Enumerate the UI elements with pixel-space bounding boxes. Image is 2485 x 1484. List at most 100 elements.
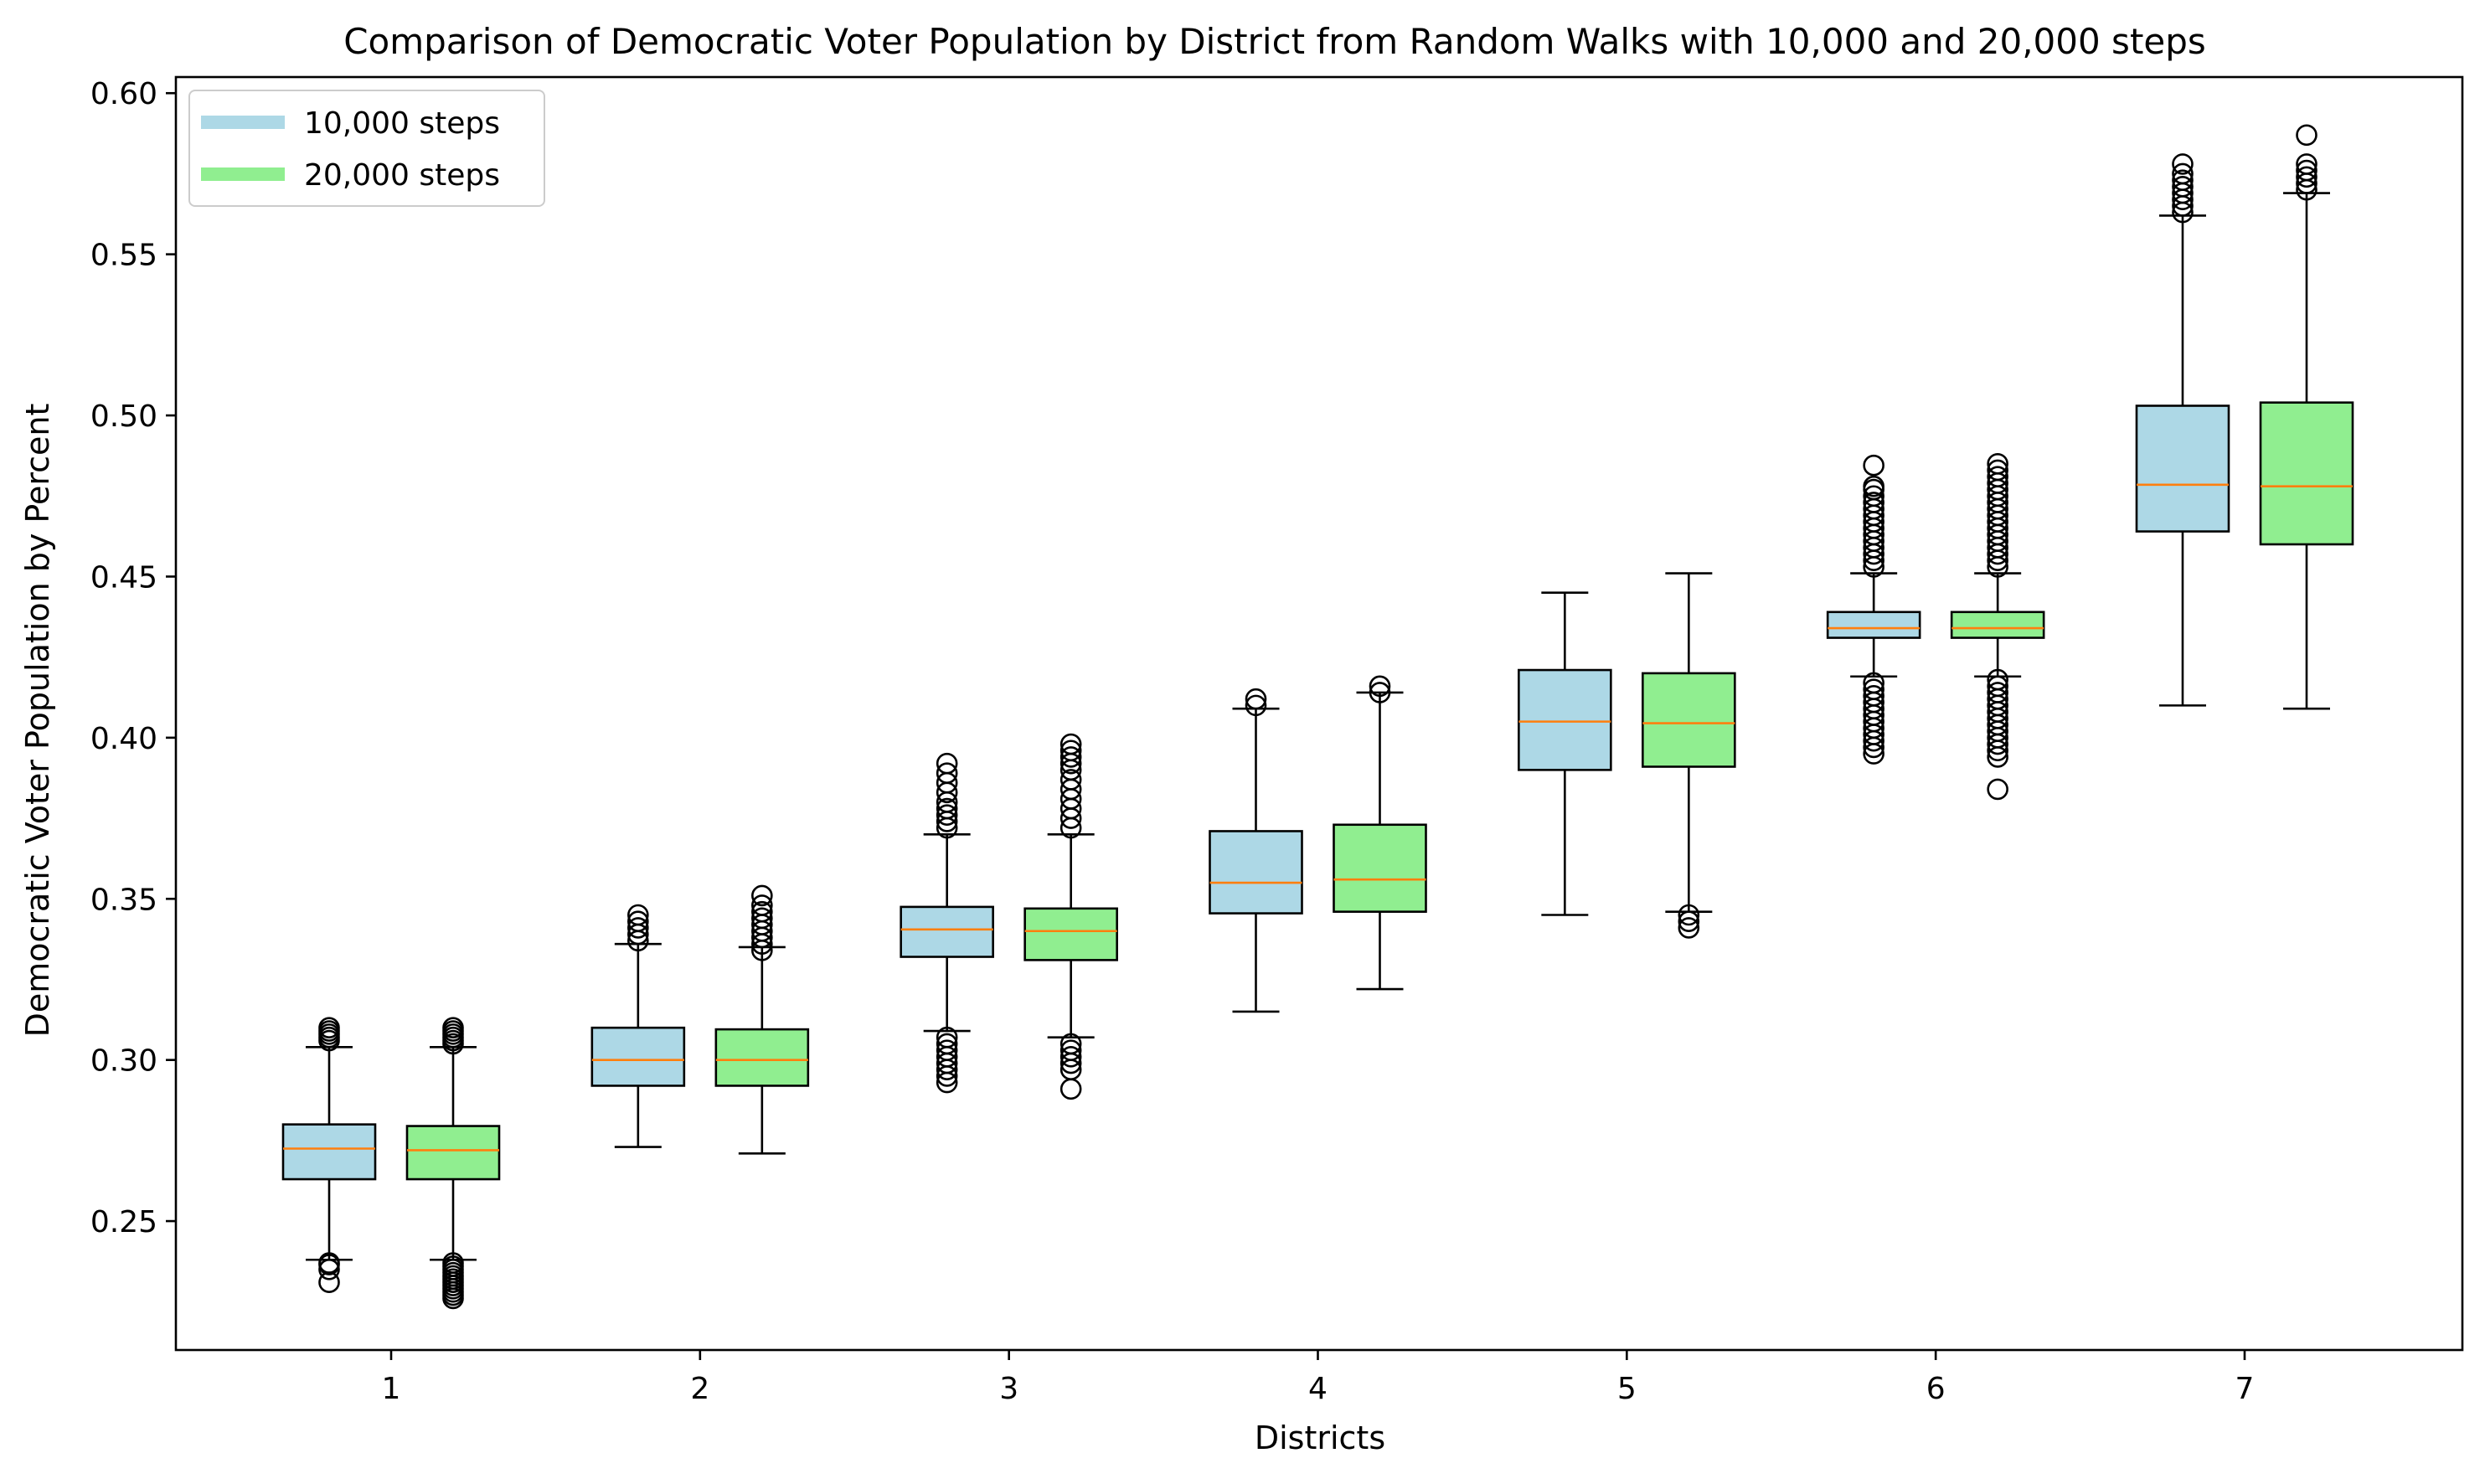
- y-axis-label: Democratic Voter Population by Percent: [19, 404, 56, 1038]
- outlier-point: [936, 797, 958, 820]
- outlier-point: [1678, 910, 1700, 933]
- outlier-point: [1987, 675, 2008, 698]
- x-tick-label: 2: [690, 1372, 709, 1406]
- box-group: [281, 1017, 377, 1293]
- outlier-point: [1987, 682, 2008, 703]
- y-tick-label: 0.40: [90, 722, 157, 756]
- y-tick-label: 0.25: [90, 1205, 157, 1239]
- box-group: [2135, 153, 2230, 707]
- box-group: [1826, 454, 1921, 765]
- plot-area: 0.25 0.30 0.35 0.40 0.45 0.50 0.55 0.60 1 2 3 4 5 6 7 1…: [90, 75, 2464, 1406]
- outlier-point: [318, 1017, 340, 1038]
- plot-frame: [174, 75, 2464, 1352]
- outlier-point: [2172, 176, 2194, 198]
- outlier-point: [936, 804, 958, 827]
- box-group: [2259, 124, 2354, 710]
- box-group: [590, 904, 686, 1148]
- x-tick-label: 6: [1926, 1372, 1946, 1406]
- outlier-point: [1369, 682, 1391, 703]
- outlier-point: [936, 752, 958, 775]
- legend: 10,000 steps 20,000 steps: [188, 90, 545, 207]
- box: [1333, 823, 1427, 913]
- outlier-point: [1059, 1046, 1082, 1068]
- x-tick-label: 5: [1617, 1372, 1637, 1406]
- y-tick-label: 0.35: [90, 883, 157, 917]
- outlier-point: [751, 907, 773, 930]
- outlier-point: [751, 900, 773, 923]
- outlier-point: [442, 1252, 464, 1274]
- outlier-point: [318, 1258, 340, 1280]
- y-tick-label: 0.45: [90, 560, 157, 595]
- outlier-point: [2296, 153, 2317, 175]
- y-tick-label: 0.30: [90, 1044, 157, 1079]
- x-axis-label: Districts: [1255, 1420, 1385, 1456]
- box: [1023, 907, 1118, 961]
- box-group: [405, 1017, 501, 1310]
- outlier-point: [1987, 466, 2008, 487]
- box: [1826, 611, 1921, 639]
- outlier-point: [1987, 452, 2008, 475]
- box-group: [900, 752, 994, 1094]
- outlier-point: [2296, 124, 2317, 147]
- outlier-point: [751, 894, 773, 916]
- outlier-point: [936, 1026, 958, 1049]
- box-group: [1950, 452, 2045, 801]
- outlier-point: [2172, 162, 2194, 185]
- outlier-point: [936, 762, 958, 784]
- outlier-point: [2172, 169, 2194, 191]
- outlier-point: [318, 1252, 340, 1274]
- outlier-point: [1863, 454, 1884, 477]
- box: [1642, 672, 1736, 768]
- outlier-point: [1987, 459, 2008, 482]
- x-tick-label: 3: [999, 1372, 1018, 1406]
- box-group: [1642, 572, 1736, 939]
- box: [590, 1026, 686, 1087]
- outlier-point: [442, 1017, 464, 1038]
- outlier-point: [1863, 672, 1884, 694]
- legend-label: 20,000 steps: [304, 158, 500, 193]
- box: [2259, 401, 2354, 546]
- outlier-point: [1863, 475, 1884, 497]
- x-tick-label: 4: [1308, 1372, 1328, 1406]
- outlier-point: [1863, 678, 1884, 700]
- x-tick-label: 1: [382, 1372, 401, 1406]
- box: [900, 905, 994, 958]
- outlier-point: [1059, 1039, 1082, 1061]
- box: [1209, 830, 1303, 915]
- box-group: [1518, 591, 1612, 916]
- outlier-point: [627, 917, 649, 939]
- outlier-point: [936, 1033, 958, 1055]
- box: [405, 1125, 501, 1181]
- outlier-point: [1059, 769, 1082, 791]
- outlier-point: [1863, 485, 1884, 508]
- outlier-point: [1678, 904, 1700, 926]
- box: [281, 1123, 377, 1181]
- box: [1518, 668, 1612, 771]
- outlier-point: [2172, 153, 2194, 175]
- box: [2135, 404, 2230, 533]
- y-tick-label: 0.60: [90, 77, 157, 111]
- outlier-point: [1987, 668, 2008, 691]
- outlier-point: [1987, 778, 2008, 801]
- box-group: [1209, 688, 1303, 1013]
- x-tick-label: 7: [2235, 1372, 2255, 1406]
- outlier-point: [1863, 492, 1884, 513]
- box: [1950, 611, 2045, 639]
- outlier-point: [1678, 917, 1700, 939]
- box-group: [1333, 675, 1427, 991]
- box-group: [714, 884, 810, 1155]
- outlier-point: [1245, 694, 1267, 717]
- box: [714, 1028, 810, 1087]
- outlier-point: [627, 904, 649, 926]
- y-tick-label: 0.55: [90, 239, 157, 273]
- outlier-point: [1059, 1033, 1082, 1055]
- chart-title: Comparison of Democratic Voter Populatio…: [343, 21, 2206, 62]
- outlier-point: [1863, 685, 1884, 707]
- outlier-point: [627, 910, 649, 933]
- outlier-point: [2296, 159, 2317, 182]
- legend-label: 10,000 steps: [304, 106, 500, 141]
- outlier-point: [2296, 166, 2317, 188]
- outlier-point: [1059, 733, 1082, 755]
